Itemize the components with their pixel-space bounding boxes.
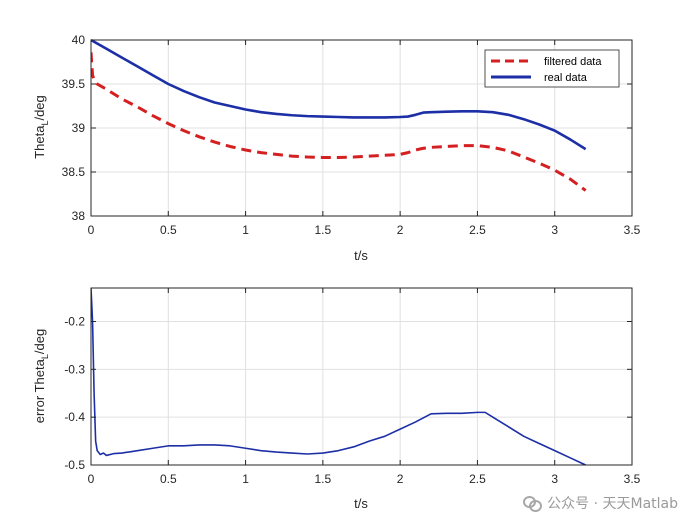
series-line-error <box>91 287 586 466</box>
top-y-axis-label-sub: L <box>40 121 50 126</box>
legend-box <box>484 49 620 88</box>
x-tick-label: 1.5 <box>315 223 332 237</box>
x-tick-label: 2.5 <box>469 223 486 237</box>
bottom-axes-frame <box>90 287 633 466</box>
top-x-axis-label: t/s <box>354 248 368 263</box>
watermark-text: 公众号 · 天天Matlab <box>547 496 678 512</box>
x-tick-label: 0.5 <box>160 223 177 237</box>
y-tick-label: 38 <box>72 209 86 223</box>
bottom-grid <box>90 288 633 466</box>
y-tick-label: 39.5 <box>62 77 86 91</box>
top-axes: 0 0.5 1 1.5 2 2.5 3 3.5 38 38.5 39 39.5 40 t/s Theta… <box>32 33 641 263</box>
series-line-filtered-data <box>91 52 587 192</box>
x-tick-label: 2 <box>397 472 404 486</box>
bottom-y-axis-label-sub: L <box>40 354 50 359</box>
x-tick-label: 0 <box>88 472 95 486</box>
series-line-real-data <box>91 39 587 151</box>
x-tick-label: 2.5 <box>469 472 486 486</box>
x-tick-label: 3.5 <box>624 223 641 237</box>
watermark: 公众号 · 天天Matlab <box>523 493 678 513</box>
y-tick-label: -0.4 <box>64 410 85 424</box>
wechat-icon <box>523 496 543 512</box>
x-tick-label: 1 <box>242 472 249 486</box>
x-tick-label: 1 <box>242 223 249 237</box>
x-tick-label: 3.5 <box>624 472 641 486</box>
x-tick-label: 0.5 <box>160 472 177 486</box>
top-y-axis-label: ThetaL/deg <box>32 95 50 159</box>
y-tick-label: 40 <box>72 33 86 47</box>
bottom-y-axis-label: error ThetaL/deg <box>32 329 50 423</box>
bottom-series-group <box>91 287 586 466</box>
top-y-axis-label-rest: /deg <box>32 95 47 120</box>
x-tick-label: 3 <box>551 223 558 237</box>
top-ticks: 0 0.5 1 1.5 2 2.5 3 3.5 38 38.5 39 39.5 40 <box>62 33 641 237</box>
bottom-y-axis-label-rest: /deg <box>32 329 47 354</box>
legend-label-real: real data <box>544 72 588 84</box>
top-series-group <box>91 39 587 192</box>
x-tick-label: 0 <box>88 223 95 237</box>
y-tick-label: -0.2 <box>64 314 85 328</box>
bottom-ticks: 0 0.5 1 1.5 2 2.5 3 3.5 -0.5 -0.4 -0.3 -0.2 <box>64 288 641 486</box>
x-tick-label: 2 <box>397 223 404 237</box>
y-tick-label: -0.3 <box>64 362 85 376</box>
y-tick-label: 39 <box>72 121 86 135</box>
legend-label-filtered: filtered data <box>544 56 602 68</box>
top-y-axis-label-main: Theta <box>32 125 47 159</box>
y-tick-label: 38.5 <box>62 165 86 179</box>
x-tick-label: 1.5 <box>315 472 332 486</box>
legend: filtered data real data <box>484 49 620 88</box>
bottom-x-axis-label: t/s <box>354 496 368 511</box>
bottom-axes: 0 0.5 1 1.5 2 2.5 3 3.5 -0.5 -0.4 -0.3 -0.2 t/s err… <box>32 287 641 511</box>
bottom-y-axis-label-main: error Theta <box>32 358 47 423</box>
x-tick-label: 3 <box>551 472 558 486</box>
y-tick-label: -0.5 <box>64 458 85 472</box>
